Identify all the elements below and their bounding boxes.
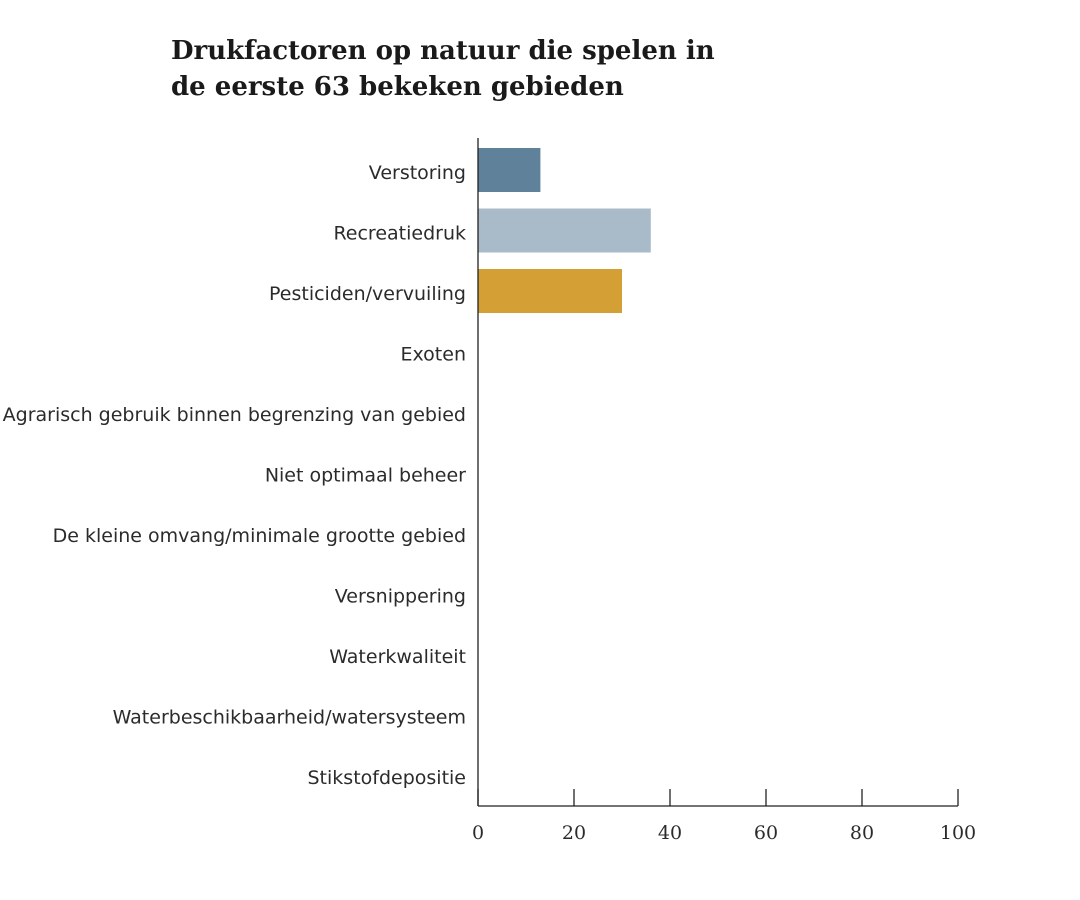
category-label-de-kleine-omvang-minimale-grootte-gebied: De kleine omvang/minimale grootte gebied [53,525,466,547]
bar-recreatiedruk [478,208,651,253]
category-label-verstoring: Verstoring [369,162,466,184]
x-tick-label-0: 0 [472,822,484,844]
x-tick-label-60: 60 [754,822,778,844]
bar-pesticiden-vervuiling [478,269,622,313]
bar-verstoring [478,148,541,192]
category-labels: Verstoring Recreatiedruk Pesticiden/vervui… [3,162,467,789]
chart-title-line-2: de eerste 63 bekeken gebieden [171,72,624,102]
category-label-versnippering: Versnippering [335,586,466,608]
category-label-pesticiden-vervuiling: Pesticiden/vervuiling [269,283,466,305]
category-label-waterbeschikbaarheid-watersysteem: Waterbeschikbaarheid/watersysteem [113,707,466,729]
x-axis-ticks: 0 20 40 60 80 100 [472,789,976,844]
bars-layer [478,148,651,313]
category-label-agrarisch-gebruik-binnen-begrenzing-van-gebied: Agrarisch gebruik binnen begrenzing van … [3,404,466,426]
category-label-niet-optimaal-beheer: Niet optimaal beheer [265,465,466,487]
category-label-exoten: Exoten [401,344,466,366]
category-label-recreatiedruk: Recreatiedruk [333,223,466,245]
category-label-waterkwaliteit: Waterkwaliteit [329,646,466,668]
chart-title: Drukfactoren op natuur die spelen in de … [171,33,731,105]
x-tick-label-100: 100 [940,822,976,844]
x-tick-label-20: 20 [562,822,586,844]
category-label-stikstofdepositie: Stikstofdepositie [308,767,467,789]
chart-title-line-1: Drukfactoren op natuur die spelen in [171,36,715,66]
x-tick-label-80: 80 [850,822,874,844]
x-tick-label-40: 40 [658,822,682,844]
